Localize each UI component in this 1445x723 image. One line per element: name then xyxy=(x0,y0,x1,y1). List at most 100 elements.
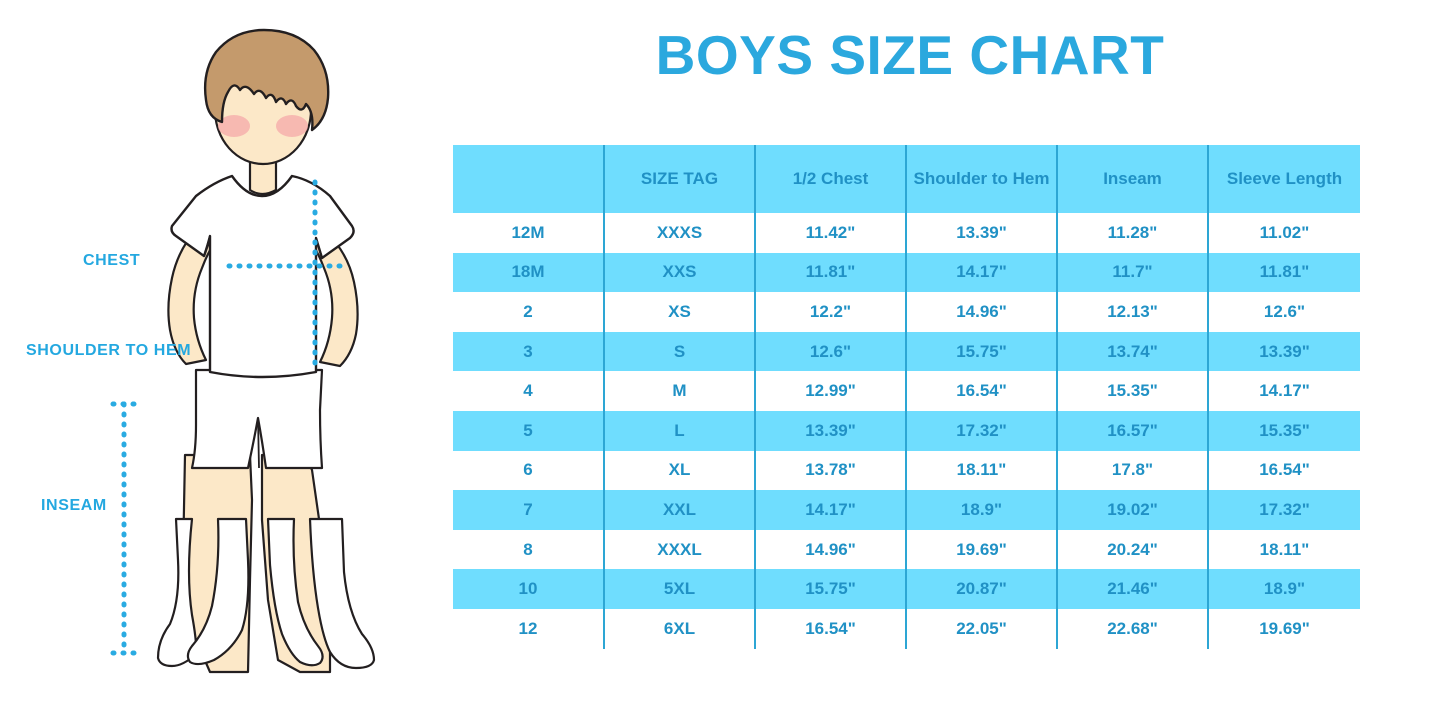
table-cell: 14.17" xyxy=(1259,381,1310,401)
table-cell: 5 xyxy=(453,410,605,451)
table-row: 3 S 12.6" 15.75" 13.74" 13.39" xyxy=(453,331,1360,372)
table-cell: XL xyxy=(604,450,756,491)
table-cell: 14.17" xyxy=(755,490,907,530)
table-cell: 7 xyxy=(453,490,605,530)
table-cell: 18.11" xyxy=(1259,539,1310,559)
table-cell: 14.96" xyxy=(906,292,1058,332)
table-cell: 6 xyxy=(453,450,605,491)
boy-figure-illustration xyxy=(110,28,376,674)
table-cell: 19.69" xyxy=(906,529,1058,570)
table-row: 6 XL 13.78" 18.11" 17.8" 16.54" xyxy=(453,450,1360,491)
shorts-group xyxy=(190,368,324,470)
table-row: 18M XXS 11.81" 14.17" 11.7" 11.81" xyxy=(453,252,1360,293)
table-cell: 13.39" xyxy=(1259,341,1310,361)
header-cell-shoulder-to-hem: Shoulder to Hem xyxy=(906,145,1058,213)
table-cell: 12 xyxy=(453,608,605,649)
table-cell: 3 xyxy=(453,331,605,372)
table-cell: 15.75" xyxy=(755,569,907,609)
table-cell: 10 xyxy=(453,569,605,609)
table-cell: XXXS xyxy=(604,213,756,253)
table-body: 12M XXXS 11.42" 13.39" 11.28" 11.02" 18M XXS 11.… xyxy=(453,213,1360,649)
table-cell: XXS xyxy=(604,252,756,293)
table-cell: 16.54" xyxy=(906,371,1058,411)
table-header-row: SIZE TAG 1/2 Chest Shoulder to Hem Insea… xyxy=(453,145,1360,213)
page-title: BOYS SIZE CHART xyxy=(655,24,1165,86)
table-cell: 21.46" xyxy=(1057,569,1209,609)
table-cell: 16.57" xyxy=(1057,410,1209,451)
header-row: SIZE TAG 1/2 Chest Shoulder to Hem Insea… xyxy=(453,145,1360,213)
table-cell: 15.35" xyxy=(1259,420,1310,440)
table-cell: 16.54" xyxy=(755,608,907,649)
table-cell: 22.68" xyxy=(1057,608,1209,649)
table-row: 12 6XL 16.54" 22.05" 22.68" 19.69" xyxy=(453,608,1360,649)
table-cell: 19.02" xyxy=(1057,490,1209,530)
table-cell: 14.17" xyxy=(906,252,1058,293)
size-chart-table: SIZE TAG 1/2 Chest Shoulder to Hem Insea… xyxy=(453,145,1360,649)
label-inseam: INSEAM xyxy=(41,497,107,514)
table-cell: 13.78" xyxy=(755,450,907,491)
table-cell: 6XL xyxy=(604,608,756,649)
table-cell: 20.24" xyxy=(1057,529,1209,570)
table-cell: 5XL xyxy=(604,569,756,609)
table-cell: 8 xyxy=(453,529,605,570)
table-row: 4 M 12.99" 16.54" 15.35" 14.17" xyxy=(453,371,1360,411)
table-cell: S xyxy=(604,331,756,372)
label-shoulder-to-hem: SHOULDER TO HEM xyxy=(26,342,192,359)
table-cell: 17.32" xyxy=(906,410,1058,451)
header-cell-size xyxy=(453,145,605,213)
table-cell: 13.39" xyxy=(906,213,1058,253)
table-cell: 18M xyxy=(453,252,605,293)
table-cell: 13.74" xyxy=(1057,331,1209,372)
table-cell: 20.87" xyxy=(906,569,1058,609)
table-cell: 12.6" xyxy=(755,331,907,372)
header-cell-size-tag: SIZE TAG xyxy=(604,145,756,213)
table-cell: M xyxy=(604,371,756,411)
table-row: 5 L 13.39" 17.32" 16.57" 15.35" xyxy=(453,410,1360,451)
table-cell: 14.96" xyxy=(755,529,907,570)
table-row: 2 XS 12.2" 14.96" 12.13" 12.6" xyxy=(453,292,1360,332)
illustration-panel: CHEST SHOULDER TO HEM INSEAM xyxy=(0,0,440,723)
table-row: 7 XXL 14.17" 18.9" 19.02" 17.32" xyxy=(453,490,1360,530)
table-cell: 12M xyxy=(453,213,605,253)
header-cell-inseam: Inseam xyxy=(1057,145,1209,213)
table-cell: 13.39" xyxy=(755,410,907,451)
table-cell: 18.11" xyxy=(906,450,1058,491)
table-cell: 17.32" xyxy=(1259,499,1310,519)
table-cell: 12.13" xyxy=(1057,292,1209,332)
table-cell: XXXL xyxy=(604,529,756,570)
table-cell: 11.81" xyxy=(755,252,907,293)
table-row: 8 XXXL 14.96" 19.69" 20.24" 18.11" xyxy=(453,529,1360,570)
table-cell: 12.2" xyxy=(755,292,907,332)
label-chest: CHEST xyxy=(83,252,141,269)
table-cell: 19.69" xyxy=(1259,618,1310,638)
head-group xyxy=(203,28,330,166)
table-cell: 11.7" xyxy=(1057,252,1209,293)
table-cell: XS xyxy=(604,292,756,332)
table-cell: 11.28" xyxy=(1057,213,1209,253)
table-cell: 2 xyxy=(453,292,605,332)
table-cell: 16.54" xyxy=(1259,460,1310,480)
table-cell: 18.9" xyxy=(1263,579,1306,599)
table-cell: 11.42" xyxy=(755,213,907,253)
hair xyxy=(203,28,330,132)
table-row: 10 5XL 15.75" 20.87" 21.46" 18.9" xyxy=(453,569,1360,609)
table-cell: 18.9" xyxy=(906,490,1058,530)
size-chart-table-container: SIZE TAG 1/2 Chest Shoulder to Hem Insea… xyxy=(453,145,1360,650)
table-cell: 22.05" xyxy=(906,608,1058,649)
arms-group xyxy=(167,228,359,368)
cheek-left xyxy=(218,115,250,137)
header-cell-half-chest: 1/2 Chest xyxy=(755,145,907,213)
table-cell: 11.02" xyxy=(1259,222,1310,242)
measurement-lines xyxy=(121,179,345,656)
table-cell: L xyxy=(604,410,756,451)
inseam-caps xyxy=(110,401,142,656)
table-cell: 15.35" xyxy=(1057,371,1209,411)
header-cell-sleeve-length: Sleeve Length xyxy=(1226,168,1343,188)
cheek-right xyxy=(276,115,308,137)
table-cell: 17.8" xyxy=(1057,450,1209,491)
table-cell: 15.75" xyxy=(906,331,1058,372)
table-cell: 12.99" xyxy=(755,371,907,411)
table-cell: 4 xyxy=(453,371,605,411)
socks-shoes-group xyxy=(156,517,376,670)
table-cell: 12.6" xyxy=(1263,301,1306,321)
